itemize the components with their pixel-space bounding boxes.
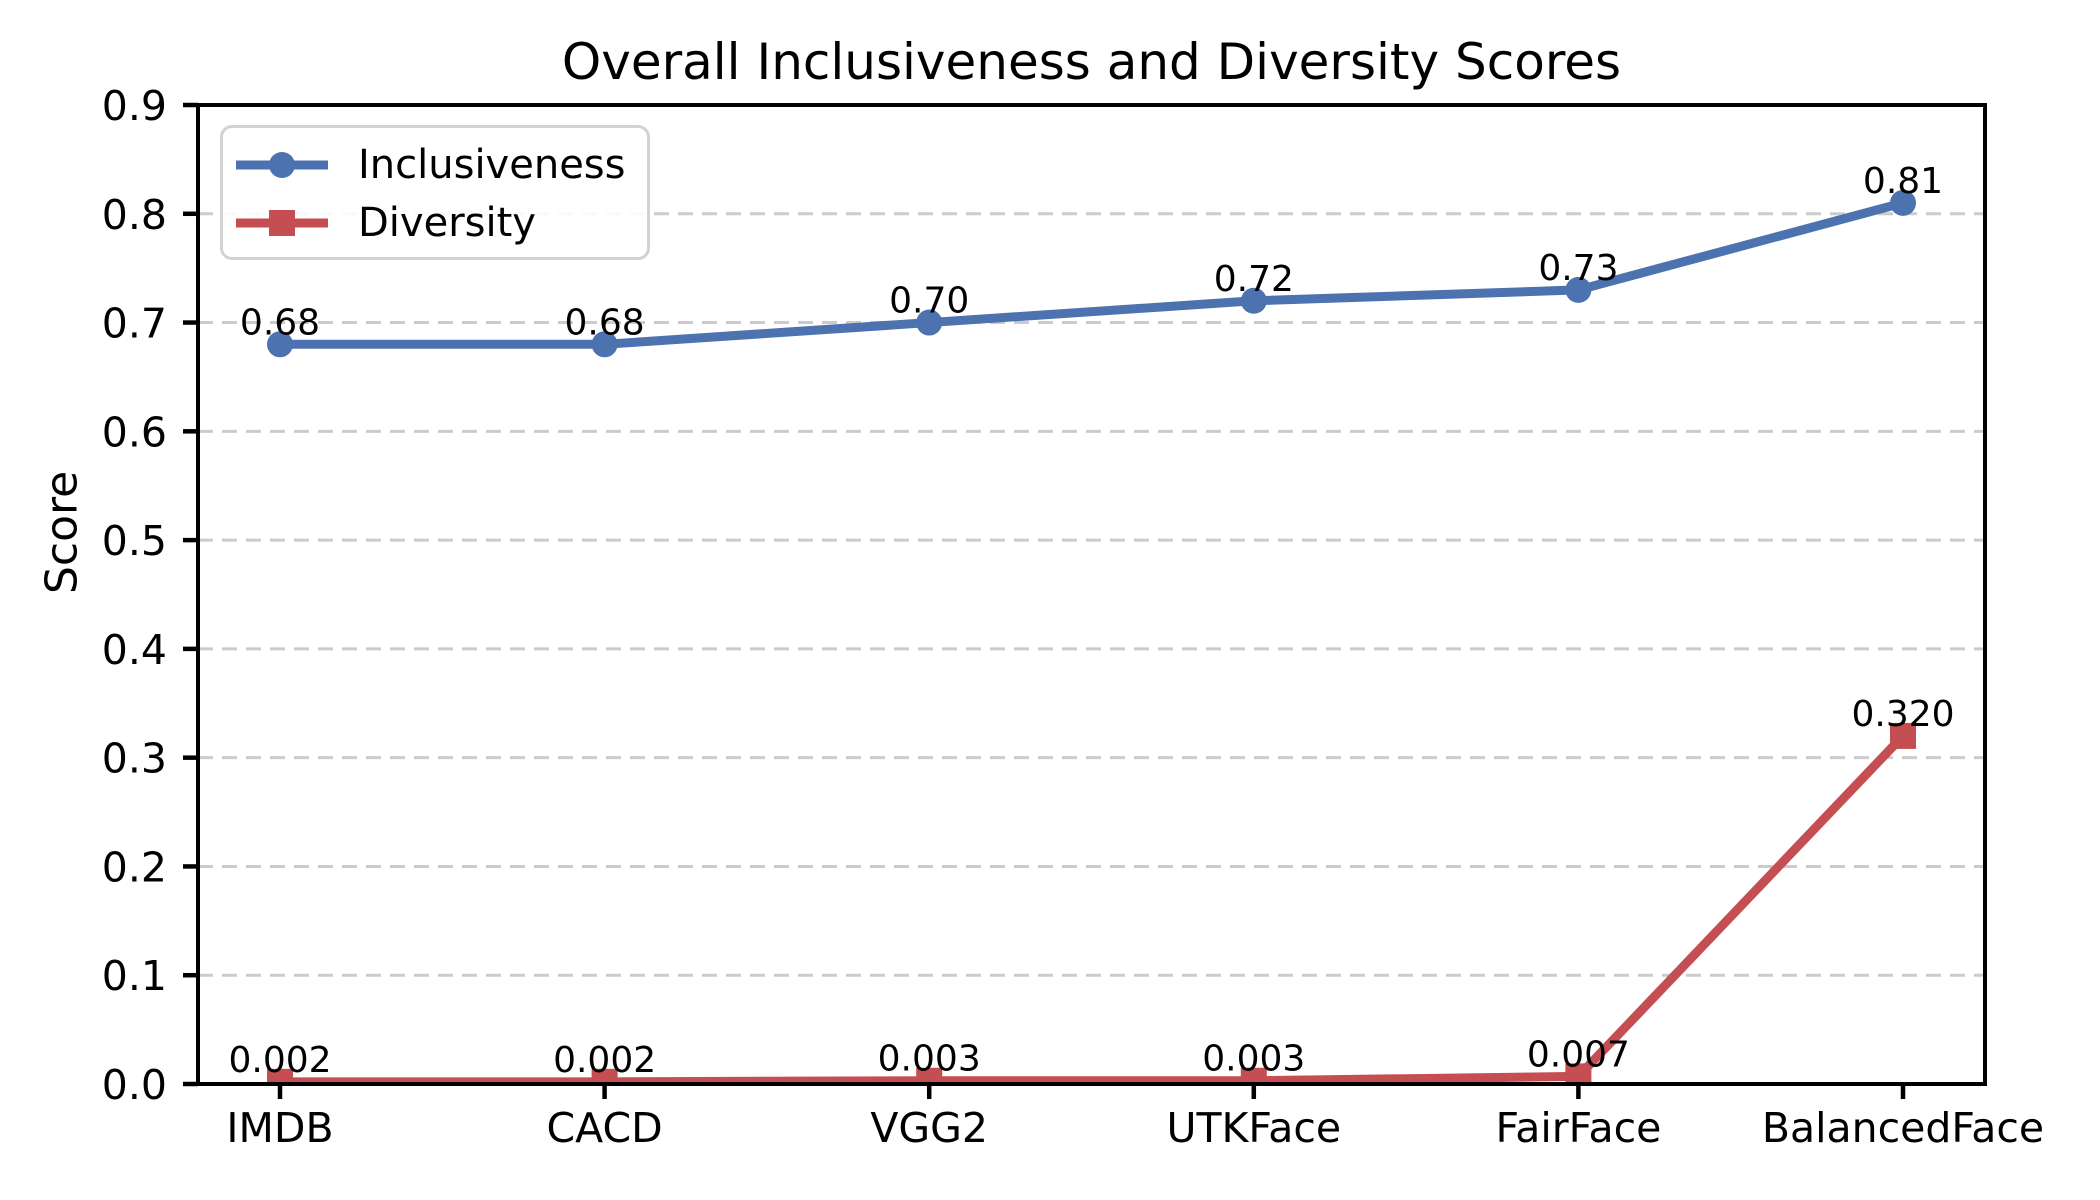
point-label: 0.70 [889,281,969,322]
y-tick-label: 0.5 [102,517,167,565]
square-marker-icon [269,210,295,236]
data-point-inclusiveness [1890,189,1916,216]
data-point-diversity [267,1068,293,1084]
x-tick-label: VGG2 [870,1104,988,1152]
circle-marker-icon [269,152,295,178]
y-tick-label: 0.6 [102,408,167,456]
y-tick-label: 0.7 [102,300,167,348]
y-tick-label: 0.3 [102,735,167,783]
data-point-inclusiveness [267,331,293,358]
data-point-diversity [1890,722,1916,749]
legend-label-diversity: Diversity [358,200,536,246]
series-group [267,189,1916,1084]
point-label: 0.007 [1527,1034,1630,1075]
data-point-diversity [916,1067,943,1084]
legend-sample-diversity [236,199,328,247]
y-tick-label: 0.4 [102,626,167,674]
axes-spines [196,103,1987,1086]
y-tick-label: 0.1 [102,952,167,1000]
point-label: 0.72 [1214,259,1294,300]
point-label: 0.68 [240,302,320,343]
series-line-inclusiveness [275,198,1908,349]
point-label: 0.68 [565,302,645,343]
point-label: 0.003 [878,1039,981,1080]
data-point-diversity [1240,1067,1267,1084]
legend: Inclusiveness Diversity [220,125,650,260]
data-point-inclusiveness [916,309,943,336]
legend-label-inclusiveness: Inclusiveness [358,142,626,188]
x-tick-label: UTKFace [1166,1104,1341,1152]
point-label: 0.002 [553,1040,656,1081]
y-tick-label: 0.2 [102,843,167,891]
point-label: 0.320 [1851,694,1954,735]
data-point-diversity [591,1068,618,1084]
axis-ticks [183,102,1906,1099]
y-tick-label: 0.8 [102,191,167,239]
point-label: 0.003 [1202,1039,1305,1080]
x-tick-label: FairFace [1495,1104,1661,1152]
series-line-diversity [275,731,1908,1084]
legend-sample-inclusiveness [236,141,328,189]
y-tick-label: 0.9 [102,82,167,130]
tick-labels: 0.0 0.1 0.2 0.3 0.4 0.5 0.6 0.7 0.8 0.9 IMDB CACD VG… [102,82,2044,1152]
legend-item-inclusiveness: Inclusiveness [236,136,647,194]
data-point-inclusiveness [1240,287,1267,314]
x-tick-label: BalancedFace [1762,1104,2044,1152]
y-tick-label: 0.0 [102,1061,167,1109]
data-point-inclusiveness [591,331,618,358]
data-point-diversity [1565,1063,1592,1084]
point-label: 0.73 [1538,248,1618,289]
chart-title: Overall Inclusiveness and Diversity Scor… [561,33,1622,91]
legend-item-diversity: Diversity [236,194,647,252]
point-label: 0.81 [1863,161,1943,202]
point-label: 0.002 [228,1040,331,1081]
x-tick-label: CACD [547,1104,663,1152]
x-tick-label: IMDB [226,1104,333,1152]
data-point-inclusiveness [1565,276,1592,303]
point-annotations: 0.68 0.68 0.70 0.72 0.73 0.81 0.002 0.002 0.003 0… [228,161,1954,1081]
